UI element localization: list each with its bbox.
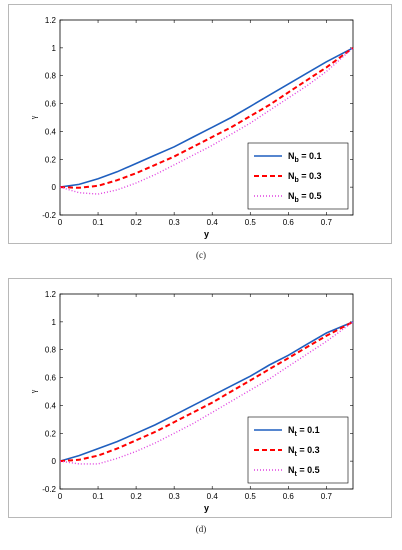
y-tick-label: 1 <box>52 44 57 53</box>
y-tick-label: 0.8 <box>45 346 57 355</box>
x-axis-label: y <box>204 503 209 513</box>
x-tick-label: 0.5 <box>245 218 257 227</box>
legend-symbol: N <box>288 171 295 181</box>
series-line-1 <box>59 47 354 188</box>
legend-symbol: N <box>288 465 295 475</box>
y-tick-label: 0.6 <box>45 100 57 109</box>
legend-value: = 0.5 <box>299 191 322 201</box>
y-tick-label: 0 <box>52 183 57 192</box>
y-tick-label: 1.2 <box>45 290 57 299</box>
chart-d-svg: 0 0.1 0.2 0.3 0.4 0.5 0.6 0.7-0.200.20.40.60.81… <box>29 290 354 513</box>
x-tick-label: 0 <box>58 492 63 501</box>
legend-symbol: N <box>288 445 295 455</box>
chart-panel-d: 0 0.1 0.2 0.3 0.4 0.5 0.6 0.7 -0.2 0 0.2 0.4 0.6 0.8 1… <box>8 278 392 518</box>
y-tick-label: 0.2 <box>45 429 57 438</box>
y-tick-label: 0 <box>52 457 57 466</box>
legend-subscript: b <box>295 197 299 204</box>
x-tick-label: 0.6 <box>283 218 295 227</box>
x-tick-label: 0.6 <box>283 492 295 501</box>
legend-subscript: t <box>295 471 298 478</box>
x-tick-label: 0 <box>58 218 63 227</box>
series-line-2 <box>59 321 354 463</box>
x-tick-label: 0.3 <box>169 218 181 227</box>
x-tick-label: 0.3 <box>169 492 181 501</box>
x-tick-label: 0.4 <box>207 218 219 227</box>
legend-label-1: Nb = 0.1 <box>288 151 322 164</box>
x-tick-label: 0.2 <box>131 492 143 501</box>
x-tick-label: 0.1 <box>92 492 104 501</box>
y-axis-label: γ <box>29 389 38 394</box>
x-tick-label: 0.2 <box>131 218 143 227</box>
legend-label-3: Nb = 0.5 <box>288 191 322 204</box>
legend-symbol: N <box>288 191 295 201</box>
y-tick-label: 1 <box>52 318 57 327</box>
legend-value: = 0.3 <box>299 171 322 181</box>
legend-symbol: N <box>288 151 295 161</box>
y-tick-label: 0.2 <box>45 155 57 164</box>
y-tick-label: -0.2 <box>42 485 56 494</box>
x-tick-label: 0.1 <box>92 218 104 227</box>
figure-caption-c: (c) <box>196 250 206 260</box>
figure-caption-d: (d) <box>195 524 207 534</box>
x-tick-label: 0.4 <box>207 492 219 501</box>
y-tick-label: 0.4 <box>45 401 57 410</box>
series-line-1 <box>59 321 354 462</box>
legend-label-1: Nt = 0.1 <box>288 425 320 438</box>
series-line-2 <box>59 47 354 189</box>
legend-subscript: t <box>295 431 298 438</box>
legend-value: = 0.5 <box>297 465 320 475</box>
x-axis-label: y <box>204 229 209 239</box>
x-tick-label: 0.7 <box>321 218 333 227</box>
legend-value: = 0.1 <box>297 425 320 435</box>
x-tick-label: 0.5 <box>245 492 257 501</box>
legend-label-2: Nb = 0.3 <box>288 171 322 184</box>
chart-c-svg: 0 0.1 0.2 0.3 0.4 0.5 0.6 0.7-0.200.20.40.60.81… <box>29 16 354 239</box>
series-line-3 <box>59 321 354 465</box>
legend-subscript: b <box>295 157 299 164</box>
y-tick-label: 0.4 <box>45 127 57 136</box>
legend-label-2: Nt = 0.3 <box>288 445 320 458</box>
legend-symbol: N <box>288 425 295 435</box>
y-tick-label: -0.2 <box>42 211 56 220</box>
y-tick-label: 1.2 <box>45 16 57 25</box>
x-tick-label: 0.7 <box>321 492 333 501</box>
y-tick-label: 0.6 <box>45 374 57 383</box>
y-tick-label: 0.8 <box>45 72 57 81</box>
series-line-3 <box>59 47 354 195</box>
y-axis-label: γ <box>29 115 38 120</box>
legend-subscript: b <box>295 177 299 184</box>
legend-label-3: Nt = 0.5 <box>288 465 320 478</box>
legend-value: = 0.1 <box>299 151 322 161</box>
chart-panel-c: 0 0.1 0.2 0.3 0.4 0.5 0.6 0.7 -0.2 0 0.2 0.4 0.6 0.8 1… <box>8 4 392 244</box>
legend-subscript: t <box>295 451 298 458</box>
legend-value: = 0.3 <box>297 445 320 455</box>
